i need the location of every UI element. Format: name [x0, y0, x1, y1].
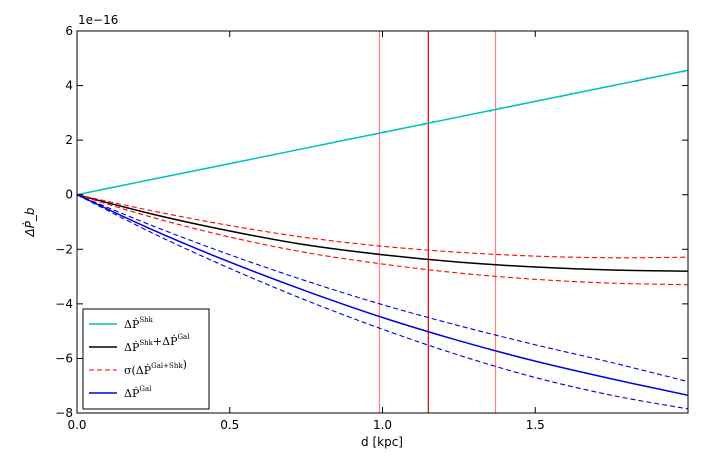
- x-tick-label-0: 0.0: [67, 418, 86, 432]
- series-line-1: [77, 193, 688, 272]
- y-tick-label-3: −2: [55, 242, 73, 256]
- x-axis-label: d [kpc]: [361, 435, 403, 449]
- y-tick-labels: −8 −6 −4 −2 0 2 4 6: [55, 24, 73, 420]
- y-tick-label-1: −6: [55, 351, 73, 365]
- x-tick-label-1: 0.5: [220, 418, 239, 432]
- shk-marker-2: [489, 107, 502, 112]
- legend: ΔṖShk ΔṖShk+ΔṖGal σ(ΔṖGal+Shk) ΔṖGal: [82, 308, 210, 410]
- x-tick-labels: 0.0 0.5 1.0 1.5: [67, 418, 544, 432]
- shk-marker-5: [681, 69, 688, 73]
- y-tick-label-5: 2: [65, 133, 73, 147]
- shk-marker-4: [636, 77, 649, 83]
- vertical-marker-lines: [378, 31, 497, 413]
- y-offset-text: 1e−16: [78, 13, 118, 27]
- x-tick-label-3: 1.5: [526, 418, 545, 432]
- series-line-6: [77, 194, 688, 410]
- axis-ticks: [76, 30, 688, 414]
- series-line-3: [77, 194, 688, 286]
- series-line-5: [77, 194, 688, 383]
- series-line-4: [77, 194, 688, 396]
- legend-label-1: ΔṖShk+ΔṖGal: [124, 333, 190, 354]
- y-tick-label-4: 0: [65, 188, 73, 202]
- y-axis-label: ΔṖ_b: [22, 207, 37, 237]
- y-tick-label-6: 4: [65, 79, 73, 93]
- shk-error-markers: [373, 69, 688, 136]
- legend-label-3: ΔṖGal: [124, 385, 152, 400]
- x-tick-label-2: 1.0: [373, 418, 392, 432]
- y-tick-label-0: −8: [55, 406, 73, 420]
- shk-marker-3: [559, 92, 572, 98]
- series-layer: [77, 69, 688, 410]
- legend-label-0: ΔṖShk: [124, 316, 154, 331]
- series-line-0: [77, 69, 688, 196]
- shk-marker-1: [422, 120, 435, 126]
- y-tick-label-2: −4: [55, 297, 73, 311]
- shk-marker-0: [373, 130, 386, 136]
- legend-label-2: σ(ΔṖGal+Shk): [124, 358, 187, 377]
- series-line-2: [77, 194, 688, 259]
- y-tick-label-7: 6: [65, 24, 73, 38]
- svg-text:ΔṖ_b: ΔṖ_b: [22, 207, 37, 237]
